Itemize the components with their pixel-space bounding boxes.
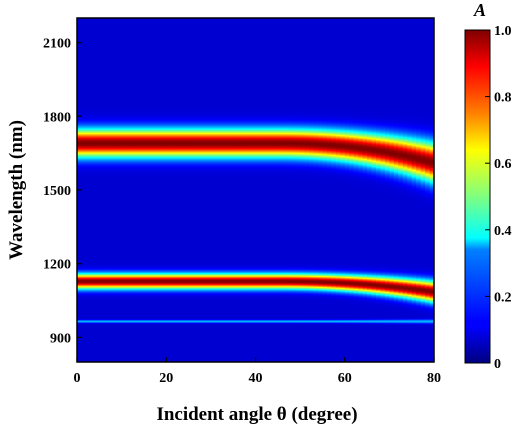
heatmap-cells: [77, 18, 434, 362]
plot-area: [77, 18, 434, 362]
